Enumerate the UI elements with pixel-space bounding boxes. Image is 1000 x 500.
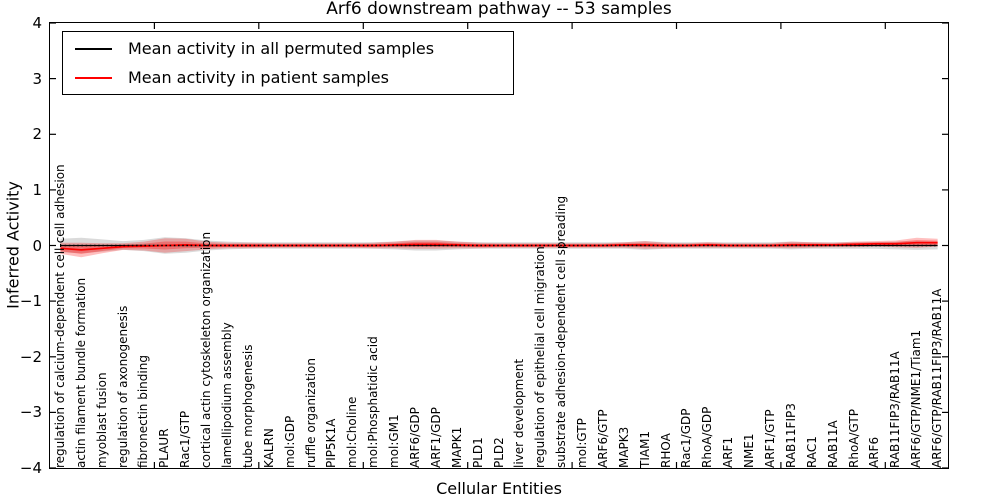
y-tick-label: 4	[32, 14, 42, 32]
x-category-label: ARF1/GDP	[428, 407, 443, 468]
y-tick-label: −4	[19, 459, 42, 477]
patient-band-inner	[60, 240, 938, 254]
x-category-label: RAB11A	[825, 420, 840, 468]
y-tick-label: −3	[19, 403, 42, 422]
x-category-label: substrate adhesion-dependent cell spread…	[554, 195, 569, 468]
x-axis-label: Cellular Entities	[436, 479, 562, 498]
x-category-label: mol:GTP	[575, 418, 590, 468]
x-category-label: PLD2	[491, 437, 506, 468]
x-category-label: mol:Phosphatidic acid	[366, 336, 381, 468]
x-category-label: TIAM1	[637, 430, 652, 468]
x-category-label: regulation of epithelial cell migration	[533, 246, 548, 468]
x-category-label: ARF1/GTP	[762, 409, 777, 468]
legend: Mean activity in all permuted samples Me…	[62, 31, 514, 95]
y-tick-label: 3	[32, 69, 42, 88]
permuted-line-swatch	[75, 47, 112, 50]
x-category-label: lamellipodium assembly	[220, 322, 234, 468]
x-category-label: myoblast fusion	[94, 372, 109, 468]
x-category-label: regulation of calcium-dependent cell-cel…	[52, 164, 67, 468]
x-category-label: KALRN	[261, 428, 276, 468]
x-category-label: ARF6/GDP	[407, 407, 422, 468]
y-tick-label: −1	[19, 292, 42, 311]
patient-line-swatch	[75, 76, 112, 79]
x-category-label: mol:Choline	[345, 396, 360, 468]
x-category-label: MAPK3	[616, 426, 631, 468]
x-category-label: tube morphogenesis	[240, 344, 255, 468]
x-category-label: fibronectin binding	[136, 355, 151, 468]
y-tick-label: 1	[32, 180, 42, 199]
x-category-label: regulation of axonogenesis	[115, 305, 130, 468]
activity-plot	[50, 23, 948, 468]
y-tick-label: 2	[32, 125, 42, 144]
x-category-label: cortical actin cytoskeleton organization	[199, 231, 214, 468]
x-category-label: RAB11FIP3/RAB11A	[888, 351, 903, 468]
x-category-label: ruffle organization	[303, 358, 318, 468]
x-category-label: RhoA/GTP	[846, 409, 861, 468]
x-category-label: RhoA/GDP	[700, 406, 715, 468]
x-category-label: ARF6/GTP	[595, 409, 610, 468]
legend-item-patient: Mean activity in patient samples	[63, 68, 513, 87]
x-category-label: mol:GDP	[282, 415, 297, 468]
x-category-label: NME1	[742, 433, 757, 468]
x-category-label: ARF1	[721, 436, 736, 468]
x-category-label: RAB11FIP3	[783, 403, 798, 468]
x-category-label: RAC1	[804, 436, 819, 468]
x-category-label: actin filament bundle formation	[73, 277, 88, 468]
x-category-label: Rac1/GTP	[178, 410, 193, 468]
x-category-label: liver development	[512, 358, 527, 468]
x-category-label: PLAUR	[157, 428, 172, 468]
legend-label-permuted: Mean activity in all permuted samples	[128, 39, 435, 58]
x-category-label: RHOA	[658, 433, 673, 468]
legend-label-patient: Mean activity in patient samples	[128, 68, 389, 87]
x-category-label: MAPK1	[449, 426, 464, 468]
y-tick-label: 0	[32, 236, 42, 255]
x-category-label: ARF6	[867, 436, 882, 468]
x-category-label: mol:GM1	[387, 414, 402, 468]
y-tick-label: −2	[19, 347, 42, 366]
x-category-label: Rac1/GDP	[679, 408, 694, 468]
x-category-label: PIP5K1A	[324, 418, 339, 468]
legend-item-permuted: Mean activity in all permuted samples	[63, 39, 513, 58]
patient-band-outer	[60, 237, 938, 258]
chart-title: Arf6 downstream pathway -- 53 samples	[326, 0, 672, 19]
x-category-label: ARF6/GTP/RAB11FIP3/RAB11A	[930, 288, 945, 468]
x-category-label: ARF6/GTP/NME1/Tiam1	[909, 329, 924, 468]
x-category-label: PLD1	[470, 437, 485, 468]
plot-frame	[48, 21, 949, 469]
